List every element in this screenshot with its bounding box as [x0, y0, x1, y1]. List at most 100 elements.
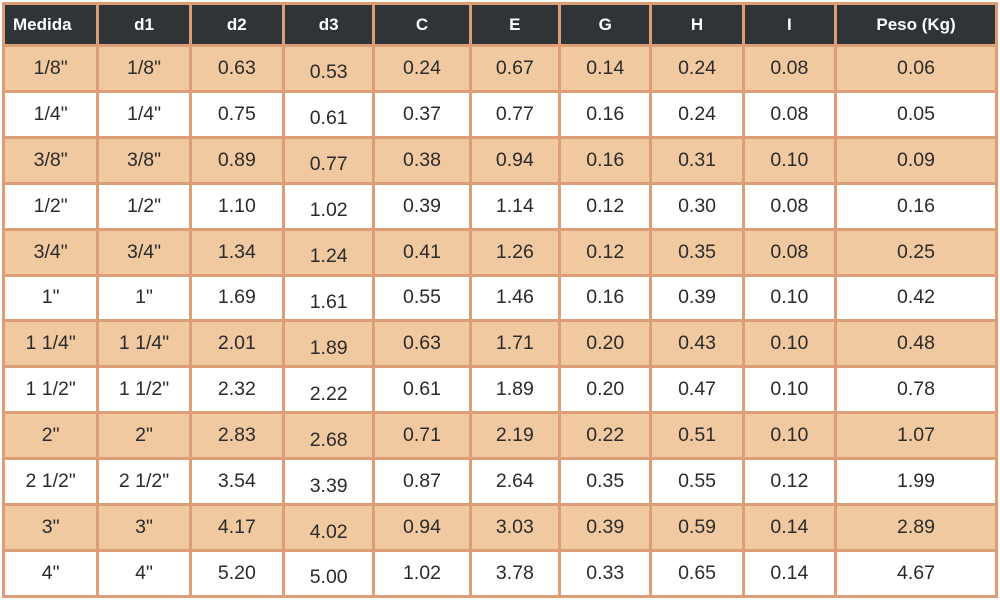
table-cell: 0.59: [649, 503, 745, 552]
table-cell: 0.89: [188, 135, 286, 185]
table-cell: 1/4": [96, 89, 192, 139]
table-cell: 0.09: [834, 135, 998, 185]
table-cell: 0.16: [834, 181, 998, 231]
table-cell: 0.48: [834, 319, 998, 369]
table-cell: 0.14: [741, 503, 838, 552]
table-cell: 2.89: [834, 503, 998, 552]
table-cell: 0.08: [741, 181, 838, 231]
table-row: 2" 2" 2.83 2.68 0.71 2.19 0.22 0.51 0.10 1.07: [1, 411, 998, 461]
table-row: 1/2" 1/2" 1.10 1.02 0.39 1.14 0.12 0.30 0.08 0.16: [1, 181, 998, 231]
table-cell: 1.69: [188, 273, 286, 323]
table-cell: 1.46: [468, 273, 562, 323]
table-row: 4" 4" 5.20 5.00 1.02 3.78 0.33 0.65 0.14 4.67: [1, 548, 998, 599]
table-cell: 0.43: [649, 319, 745, 369]
column-header-d2: d2: [188, 2, 286, 47]
table-cell: 0.39: [372, 181, 472, 231]
table-row: 1/8" 1/8" 0.63 0.53 0.24 0.67 0.14 0.24 0.08 0.06: [1, 44, 998, 93]
table-cell: 0.47: [649, 365, 745, 415]
table-cell: 2 1/2": [96, 457, 192, 507]
table-cell: 1.34: [188, 227, 286, 277]
table-cell: 1/8": [96, 44, 192, 93]
table-cell: 3/8": [1, 135, 100, 185]
table-cell: 1/8": [1, 44, 100, 93]
table-cell: 0.10: [741, 273, 838, 323]
table-cell: 1.61: [281, 273, 376, 323]
table-cell: 0.12: [558, 227, 653, 277]
table-cell: 0.20: [558, 319, 653, 369]
table-cell: 0.10: [741, 319, 838, 369]
table-cell: 0.63: [372, 319, 472, 369]
table-row: 1" 1" 1.69 1.61 0.55 1.46 0.16 0.39 0.10 0.42: [1, 273, 998, 323]
table-cell: 0.78: [834, 365, 998, 415]
table-cell: 3.54: [188, 457, 286, 507]
table-cell: 0.94: [372, 503, 472, 552]
table-cell: 0.08: [741, 89, 838, 139]
table-cell: 1/2": [96, 181, 192, 231]
table-cell: 1 1/2": [96, 365, 192, 415]
table-cell: 0.33: [558, 548, 653, 599]
table-cell: 2.01: [188, 319, 286, 369]
table-cell: 4.02: [281, 503, 376, 552]
table-cell: 0.41: [372, 227, 472, 277]
column-header-e: E: [468, 2, 562, 47]
table-cell: 2 1/2": [1, 457, 100, 507]
column-header-c: C: [372, 2, 472, 47]
table-cell: 1/2": [1, 181, 100, 231]
table-cell: 0.24: [649, 44, 745, 93]
table-cell: 0.35: [558, 457, 653, 507]
table-cell: 1": [96, 273, 192, 323]
table-cell: 0.16: [558, 273, 653, 323]
header-row: Medida d1 d2 d3 C E G H I Peso (Kg): [1, 2, 998, 47]
table-cell: 3/8": [96, 135, 192, 185]
table-cell: 0.10: [741, 135, 838, 185]
table-cell: 0.39: [558, 503, 653, 552]
table-cell: 0.08: [741, 227, 838, 277]
table-cell: 2": [96, 411, 192, 461]
table-cell: 0.42: [834, 273, 998, 323]
table-cell: 0.37: [372, 89, 472, 139]
table-cell: 0.53: [281, 44, 376, 93]
table-cell: 2.19: [468, 411, 562, 461]
table-cell: 0.14: [558, 44, 653, 93]
table-cell: 3.03: [468, 503, 562, 552]
table-cell: 0.10: [741, 411, 838, 461]
table-cell: 1.02: [372, 548, 472, 599]
table-cell: 2.32: [188, 365, 286, 415]
table-cell: 4": [96, 548, 192, 599]
table-cell: 0.16: [558, 135, 653, 185]
table-cell: 0.25: [834, 227, 998, 277]
table-cell: 5.20: [188, 548, 286, 599]
table-cell: 0.77: [281, 135, 376, 185]
table-cell: 0.35: [649, 227, 745, 277]
table-cell: 0.08: [741, 44, 838, 93]
table-body: 1/8" 1/8" 0.63 0.53 0.24 0.67 0.14 0.24 0.08 0.06…: [1, 44, 998, 599]
table-cell: 1 1/2": [1, 365, 100, 415]
table-cell: 1 1/4": [96, 319, 192, 369]
table-cell: 0.94: [468, 135, 562, 185]
table-cell: 1/4": [1, 89, 100, 139]
table-cell: 3.78: [468, 548, 562, 599]
table-cell: 0.24: [649, 89, 745, 139]
table-cell: 1.10: [188, 181, 286, 231]
table-row: 2 1/2" 2 1/2" 3.54 3.39 0.87 2.64 0.35 0.55 0.12…: [1, 457, 998, 507]
table-cell: 0.12: [558, 181, 653, 231]
table-cell: 3.39: [281, 457, 376, 507]
table-cell: 2.64: [468, 457, 562, 507]
table-cell: 1.89: [281, 319, 376, 369]
table-cell: 0.65: [649, 548, 745, 599]
column-header-d1: d1: [96, 2, 192, 47]
table-cell: 0.61: [281, 89, 376, 139]
table-row: 1/4" 1/4" 0.75 0.61 0.37 0.77 0.16 0.24 0.08 0.05: [1, 89, 998, 139]
table-cell: 0.16: [558, 89, 653, 139]
column-header-medida: Medida: [1, 2, 100, 47]
table-cell: 0.12: [741, 457, 838, 507]
table-cell: 5.00: [281, 548, 376, 599]
table-cell: 1.02: [281, 181, 376, 231]
table-cell: 1.71: [468, 319, 562, 369]
table-cell: 0.06: [834, 44, 998, 93]
table-cell: 0.14: [741, 548, 838, 599]
table-cell: 1 1/4": [1, 319, 100, 369]
table-cell: 2.68: [281, 411, 376, 461]
